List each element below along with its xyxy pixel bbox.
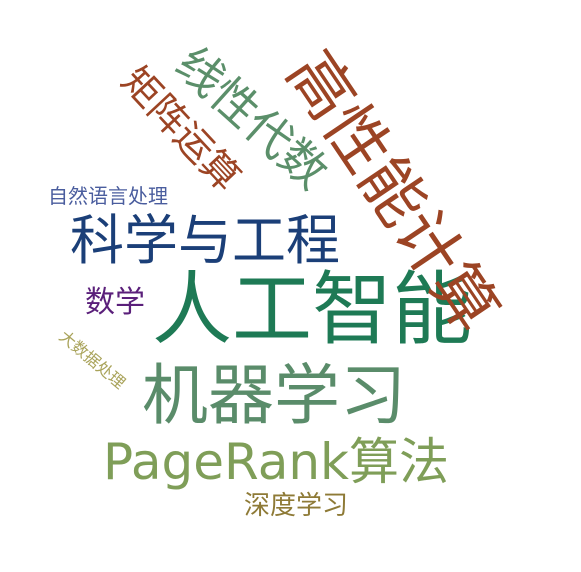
- word-pagerank: PageRank算法: [103, 433, 449, 491]
- word-ziran: 自然语言处理: [48, 184, 168, 208]
- word-dashuju: 大数据处理: [55, 326, 130, 393]
- word-jiqixuexi: 机器学习: [142, 357, 406, 434]
- word-shendu: 深度学习: [244, 491, 349, 521]
- word-kexue: 科学与工程: [70, 209, 340, 272]
- word-shuxue: 数学: [85, 285, 145, 320]
- word-rengong: 人工智能: [152, 263, 472, 356]
